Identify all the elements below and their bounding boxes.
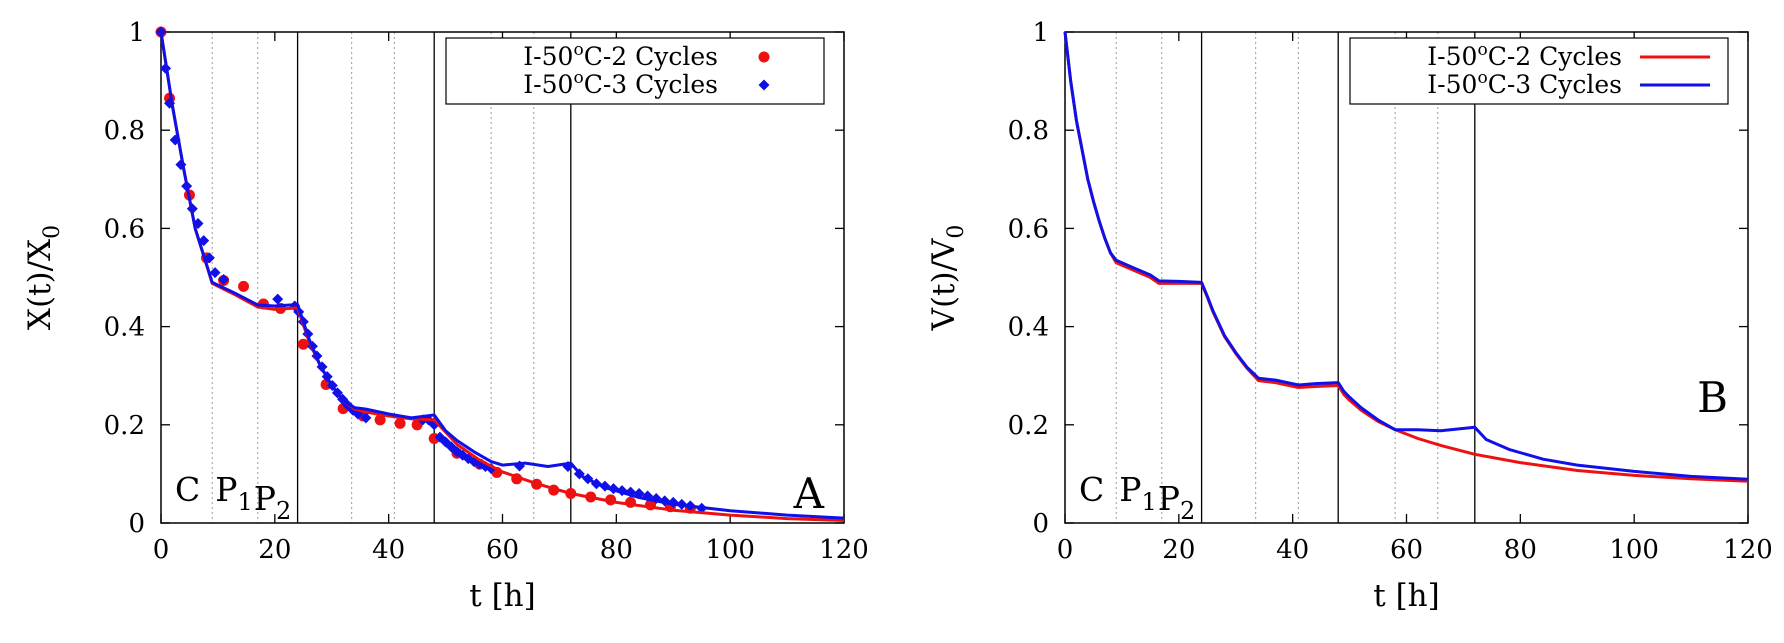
- legend-label-suffix: C-2 Cycles: [1488, 42, 1622, 71]
- legend-label-prefix: I-50: [523, 42, 573, 71]
- x-tick-label: 20: [1162, 535, 1195, 565]
- x-tick-label: 40: [1276, 535, 1309, 565]
- legend-key-circle: [758, 51, 770, 63]
- phase-labels: C P1P2: [1079, 470, 1195, 525]
- series-line-blue: [159, 31, 845, 520]
- legend-box: [445, 37, 825, 105]
- legend-label-degree: o: [573, 68, 583, 88]
- plot-frame: [1064, 31, 1749, 524]
- legend-label-degree: o: [1477, 68, 1487, 88]
- data-point-circle: [394, 417, 406, 429]
- legend-label-degree: o: [573, 40, 583, 60]
- y-tick-label: 0.2: [1008, 411, 1049, 441]
- x-tick-label: 100: [705, 535, 755, 565]
- panel-letter: B: [1697, 373, 1728, 422]
- legend-label-prefix: I-50: [1427, 42, 1477, 71]
- data-point-circle: [374, 414, 386, 426]
- data-point-circle: [238, 280, 250, 292]
- legend-box: [1349, 37, 1729, 105]
- x-axis-label: t [h]: [1373, 578, 1439, 614]
- legend-label-suffix: C-3 Cycles: [1488, 70, 1622, 99]
- y-axis-label-subscript: 0: [40, 225, 65, 239]
- y-tick-label: 0: [1032, 509, 1049, 539]
- x-tick-label: 120: [819, 535, 869, 565]
- x-tick-label: 120: [1723, 535, 1773, 565]
- label-p1-main: P: [1119, 470, 1141, 509]
- x-tick-label: 80: [600, 535, 633, 565]
- legend-label-prefix: I-50: [1427, 70, 1477, 99]
- x-tick-label: 60: [1390, 535, 1423, 565]
- data-point-diamond: [272, 293, 284, 305]
- legend-entry-label: I-50oC-2 Cycles: [1427, 40, 1622, 71]
- x-tick-label: 20: [258, 535, 291, 565]
- x-tick-label: 100: [1609, 535, 1659, 565]
- label-p1-subscript: 1: [237, 488, 252, 516]
- x-axis-label: t [h]: [469, 578, 535, 614]
- y-axis-label: V(t)/V0: [926, 225, 969, 332]
- y-tick-label: 1: [128, 18, 145, 48]
- plot-frame: [160, 31, 845, 524]
- legend-label-suffix: C-2 Cycles: [584, 42, 718, 71]
- y-tick-label: 0.8: [104, 116, 145, 146]
- y-axis-label-subscript: 0: [944, 225, 969, 239]
- label-p2-main: P: [1158, 479, 1180, 518]
- y-tick-label: 1: [1032, 18, 1049, 48]
- data-point-diamond: [218, 273, 230, 285]
- legend-entry-label: I-50oC-2 Cycles: [523, 40, 718, 71]
- x-tick-label: 0: [1057, 535, 1074, 565]
- label-c-main: C: [1079, 470, 1104, 509]
- phase-labels: C P1P2: [175, 470, 291, 525]
- legend-label-prefix: I-50: [523, 70, 573, 99]
- x-tick-label: 80: [1504, 535, 1537, 565]
- legend-label-degree: o: [1477, 40, 1487, 60]
- y-tick-label: 0.6: [104, 214, 145, 244]
- data-point-diamond: [360, 412, 372, 424]
- label-p1-main: P: [215, 470, 237, 509]
- panel-letter: A: [793, 469, 825, 518]
- label-p1-subscript: 1: [1141, 488, 1156, 516]
- x-tick-label: 0: [153, 535, 170, 565]
- legend-entry-label: I-50oC-3 Cycles: [523, 68, 718, 99]
- label-p2-subscript: 2: [1180, 497, 1195, 525]
- label-p2-subscript: 2: [276, 497, 291, 525]
- legend-key-diamond: [758, 79, 770, 91]
- label-p2-main: P: [254, 479, 276, 518]
- y-axis-label-base: V(t)/V: [926, 238, 962, 331]
- y-axis-label: X(t)/X0: [22, 225, 65, 330]
- y-tick-label: 0.6: [1008, 214, 1049, 244]
- y-tick-label: 0.4: [1008, 313, 1049, 343]
- y-tick-label: 0.2: [104, 411, 145, 441]
- y-axis-label-base: X(t)/X: [22, 239, 58, 330]
- legend-label-suffix: C-3 Cycles: [584, 70, 718, 99]
- x-tick-label: 60: [486, 535, 519, 565]
- label-c-main: C: [175, 470, 200, 509]
- y-tick-label: 0.8: [1008, 116, 1049, 146]
- data-point-diamond: [209, 267, 221, 279]
- data-point-circle: [297, 338, 309, 350]
- y-tick-label: 0: [128, 509, 145, 539]
- series-line-red: [159, 31, 845, 522]
- legend-entry-label: I-50oC-3 Cycles: [1427, 68, 1622, 99]
- series-line-blue: [1063, 31, 1749, 481]
- x-tick-label: 40: [372, 535, 405, 565]
- y-tick-label: 0.4: [104, 313, 145, 343]
